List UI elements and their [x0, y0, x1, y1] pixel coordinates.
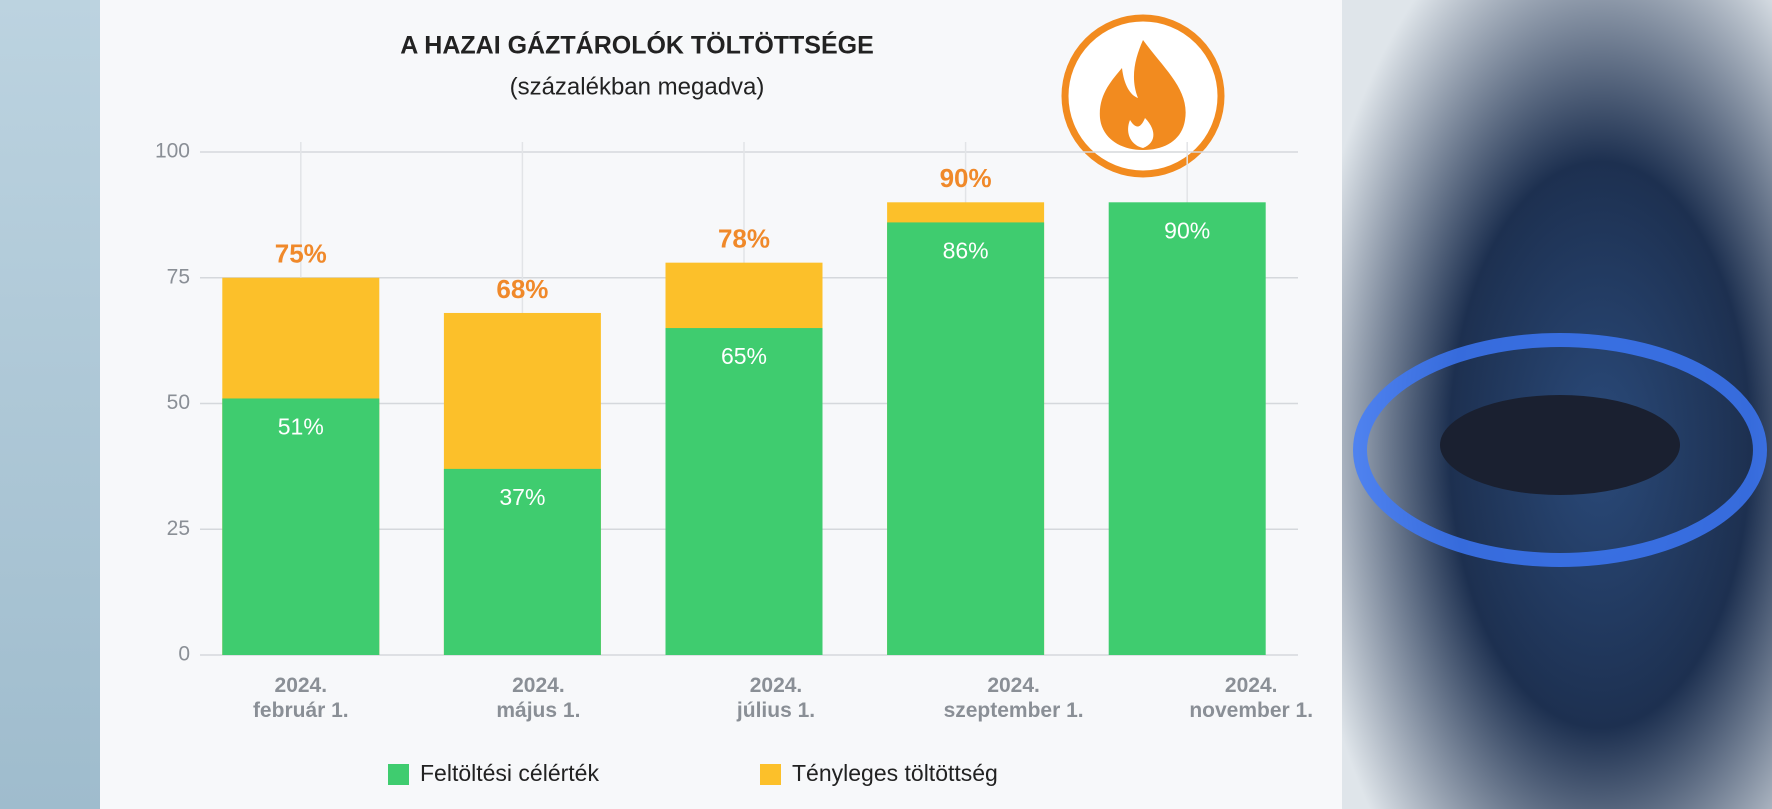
y-tick-label: 100: [155, 140, 190, 163]
chart-subtitle: (százalékban megadva): [510, 73, 765, 100]
x-tick-label: 2024. július 1.: [736, 674, 816, 722]
value-label: 86%: [943, 237, 989, 263]
x-tick-label: 2024. február 1.: [252, 674, 349, 722]
value-label: 75%: [275, 239, 327, 269]
y-tick-label: 75: [167, 265, 190, 288]
value-label: 78%: [718, 224, 770, 254]
value-label: 37%: [499, 484, 545, 510]
x-tick-label: 2024. május 1.: [496, 674, 581, 722]
legend-label: Feltöltési célérték: [420, 760, 599, 786]
bar: [222, 398, 380, 655]
legend-swatch: [388, 764, 409, 785]
chart-title: A HAZAI GÁZTÁROLÓK TÖLTÖTTSÉGE: [400, 30, 874, 60]
y-tick-label: 50: [167, 391, 190, 414]
bar: [665, 328, 823, 655]
bar: [1108, 202, 1266, 656]
bar: [887, 222, 1045, 656]
value-label: 51%: [278, 414, 324, 440]
value-label: 68%: [496, 274, 548, 304]
value-label: 90%: [940, 163, 992, 193]
bar: [443, 468, 601, 655]
burner-cap: [1440, 395, 1680, 495]
value-label: 90%: [1164, 217, 1210, 243]
flame: [1099, 40, 1186, 150]
x-tick-label: 2024. november 1.: [1189, 674, 1314, 722]
y-tick-label: 25: [167, 517, 190, 540]
left-strip: [0, 0, 100, 809]
x-tick-label: 2024. szeptember 1.: [943, 674, 1084, 722]
legend-swatch: [760, 764, 781, 785]
flame-ring: [1353, 333, 1767, 567]
y-tick-label: 0: [178, 643, 190, 666]
value-label: 65%: [721, 343, 767, 369]
legend-label: Tényleges töltöttség: [792, 760, 998, 786]
